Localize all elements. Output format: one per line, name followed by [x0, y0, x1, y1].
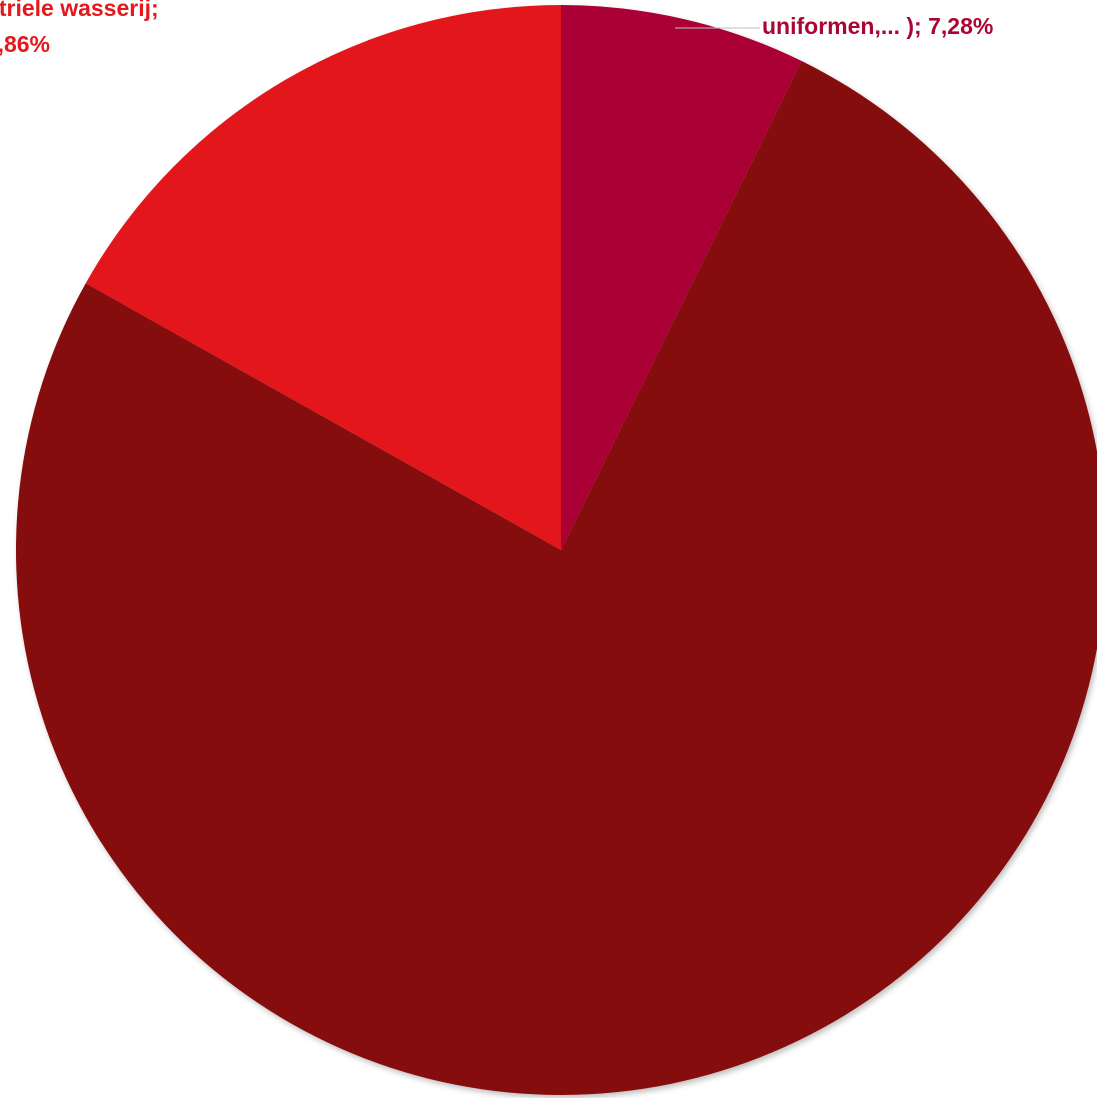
pie-slices	[16, 5, 1097, 1095]
slice-label-line: ustriele wasserij;	[0, 0, 159, 21]
pie-slice-3	[85, 5, 562, 550]
slice-label-line: 16,86%	[0, 31, 50, 57]
pie-slice-1	[561, 5, 802, 550]
slice-label-3: ustriele wasserij; 16,86%	[0, 0, 159, 57]
slice-labels: uniformen,... ); 7,28% ustriele wasserij;…	[0, 0, 993, 57]
slice-label-line: uniformen,... ); 7,28%	[762, 13, 993, 39]
pie-slice-2	[16, 61, 1097, 1095]
slice-label-1: uniformen,... ); 7,28%	[762, 13, 993, 39]
